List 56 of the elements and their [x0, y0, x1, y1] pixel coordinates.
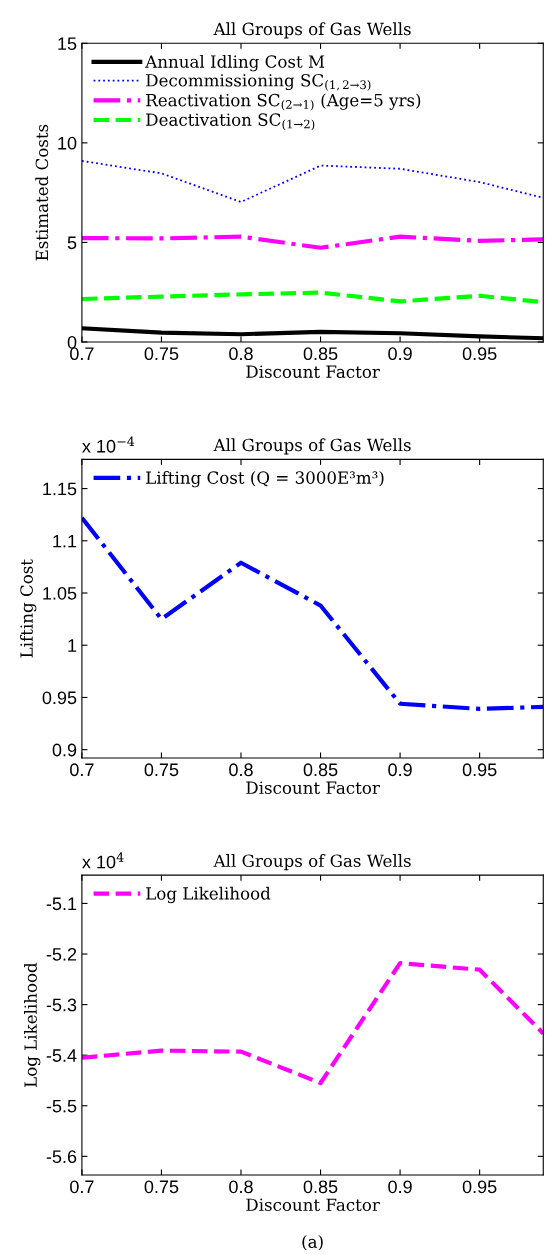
x-tick-label: 0.7 — [70, 763, 94, 777]
y-tick-label: -5.6 — [46, 1150, 77, 1164]
y-tick-label: 0 — [67, 335, 77, 349]
text: x 10$^{4}$ — [82, 852, 124, 869]
x-axis-title: Discount Factor — [246, 1198, 380, 1212]
x-tick-label: 0.9 — [388, 347, 412, 361]
line-series — [81, 515, 544, 712]
line-series — [81, 160, 544, 203]
x-tick-label: 0.8 — [229, 347, 253, 361]
y-tick-label: -5.1 — [46, 897, 77, 911]
x-tick-label: 0.75 — [144, 1180, 179, 1194]
x-tick-label: 0.85 — [303, 1180, 338, 1194]
legend-label: Log Likelihood — [146, 886, 271, 904]
x-tick-label: 0.7 — [70, 347, 94, 361]
legend-label: Deactivation SC$_{(1→2)}$ — [146, 113, 315, 131]
y-tick-label: 1.15 — [43, 482, 77, 496]
text: (a) — [302, 1235, 323, 1251]
line-series — [81, 234, 544, 250]
x-axis-title: Discount Factor — [246, 781, 380, 794]
y-axis-title: Estimated Costs — [35, 124, 49, 261]
chart-title: All Groups of Gas Wells — [213, 854, 411, 871]
chart-title: All Groups of Gas Wells — [213, 438, 411, 455]
y-tick-label: 1.05 — [43, 586, 77, 600]
y-tick-label: 0.95 — [42, 691, 77, 705]
x-tick-label: 0.9 — [388, 1180, 412, 1194]
y-tick-label: -5.2 — [46, 947, 77, 961]
y-axis-title: Lifting Cost — [19, 559, 37, 658]
y-tick-label: -5.3 — [46, 998, 77, 1012]
x-tick-label: 0.75 — [144, 763, 179, 777]
y-tick-label: 5 — [67, 236, 77, 250]
legend-label: Reactivation SC$_{(2→1)}$ (Age=5 yrs) — [146, 93, 421, 111]
y-tick-label: 15 — [58, 37, 77, 51]
x-tick-label: 0.95 — [462, 1180, 497, 1194]
x-tick-label: 0.8 — [229, 763, 253, 777]
x-tick-label: 0.95 — [462, 763, 497, 777]
x-tick-label: 0.7 — [70, 1180, 94, 1194]
x-tick-label: 0.75 — [144, 347, 179, 361]
y-tick-label: -5.4 — [46, 1049, 77, 1062]
y-axis-title: Log Likelihood — [24, 962, 41, 1087]
line-series — [81, 961, 544, 1086]
chart-title: All Groups of Gas Wells — [213, 22, 411, 39]
x-tick-label: 0.85 — [303, 763, 338, 777]
y-tick-label: 0.9 — [52, 743, 77, 757]
y-tick-label: 10 — [58, 136, 77, 150]
y-tick-label: 1 — [68, 639, 77, 652]
x-tick-label: 0.95 — [462, 347, 497, 361]
text: x 10$^{−4}$ — [82, 436, 135, 453]
legend-label: Decommissioning SC$_{(1,2→3)}$ — [146, 74, 371, 91]
x-tick-label: 0.8 — [229, 1180, 253, 1194]
x-tick-label: 0.9 — [388, 763, 412, 777]
x-tick-label: 0.85 — [303, 347, 338, 361]
legend-label: Lifting Cost (Q = 3000E³m³) — [146, 471, 384, 488]
legend-label: Annual Idling Cost M — [145, 54, 325, 72]
x-axis-title: Discount Factor — [246, 365, 380, 378]
y-tick-label: 1.1 — [53, 534, 77, 548]
y-tick-label: -5.5 — [46, 1099, 77, 1113]
